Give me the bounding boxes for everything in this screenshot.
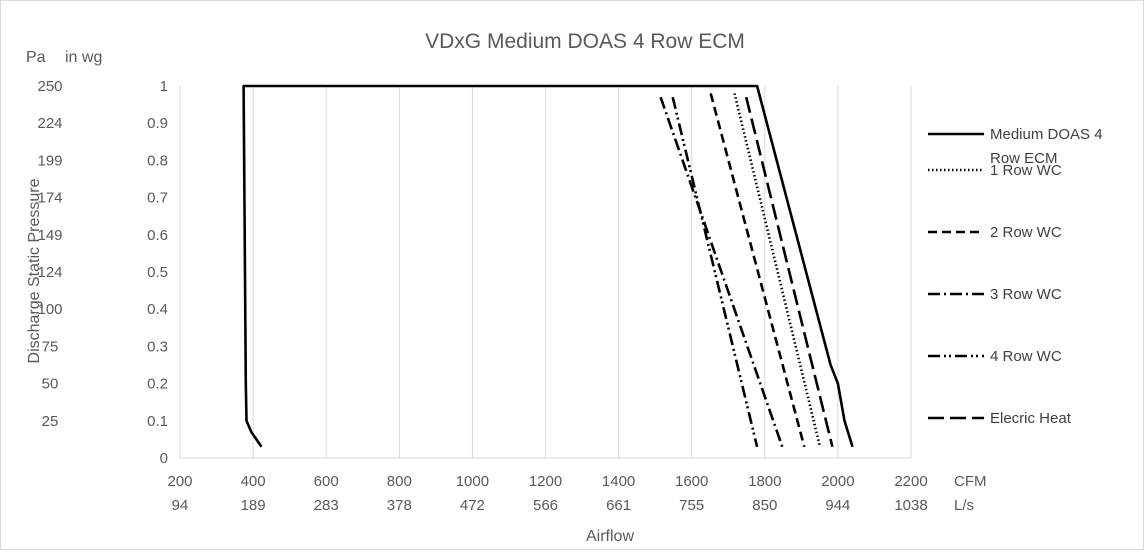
legend-label: 1 Row WC	[990, 162, 1062, 179]
y-tick-label-secondary: 224	[37, 115, 62, 132]
x-tick-label-secondary: 661	[606, 497, 631, 514]
y-tick-label: 0.3	[147, 338, 168, 355]
series-line	[671, 96, 759, 448]
y-tick-label: 0.9	[147, 115, 168, 132]
y-tick-label: 0.6	[147, 227, 168, 244]
x-tick-label: 1600	[675, 473, 708, 490]
x-tick-label-secondary: 850	[752, 497, 777, 514]
y-tick-label-secondary: 50	[42, 376, 59, 393]
y-tick-label-secondary: 124	[37, 264, 62, 281]
legend-label: 4 Row WC	[990, 348, 1062, 365]
x-tick-label-secondary: 566	[533, 497, 558, 514]
x-tick-label: 1200	[529, 473, 562, 490]
y-tick-label: 0.2	[147, 376, 168, 393]
legend-label: 3 Row WC	[990, 286, 1062, 303]
x-tick-label-secondary: 944	[825, 497, 850, 514]
y-tick-label-secondary: 149	[37, 227, 62, 244]
y-tick-label-secondary: 199	[37, 152, 62, 169]
x-axis-title: Airflow	[586, 528, 634, 545]
x-tick-label: 400	[241, 473, 266, 490]
y-tick-label-secondary: 75	[42, 338, 59, 355]
x-tick-label-secondary: 283	[314, 497, 339, 514]
chart-title: VDxG Medium DOAS 4 Row ECM	[425, 30, 745, 53]
y-tick-label: 0.7	[147, 190, 168, 207]
x-unit-secondary: L/s	[954, 497, 974, 514]
series-line	[659, 96, 784, 448]
x-tick-label: 2000	[821, 473, 854, 490]
series-line	[733, 93, 822, 448]
y-tick-label: 1	[160, 78, 168, 95]
series-line	[709, 93, 806, 448]
x-tick-label: 1000	[456, 473, 489, 490]
x-tick-label-secondary: 755	[679, 497, 704, 514]
legend-label: Medium DOAS 4 Row ECM	[990, 126, 1103, 167]
grid-lines	[179, 86, 912, 458]
series-line	[242, 84, 854, 448]
x-tick-label-secondary: 94	[172, 497, 189, 514]
series-line	[744, 96, 834, 448]
axes: 2009440018960028380037810004721200566140…	[37, 78, 927, 514]
x-tick-label: 2200	[894, 473, 927, 490]
y-tick-label-secondary: 250	[37, 78, 62, 95]
x-tick-label: 200	[167, 473, 192, 490]
x-tick-label-secondary: 472	[460, 497, 485, 514]
y-tick-label: 0.4	[147, 301, 168, 318]
x-tick-label-secondary: 189	[241, 497, 266, 514]
y-tick-label-secondary: 25	[42, 413, 59, 430]
y-tick-label-secondary: 100	[37, 301, 62, 318]
y-tick-label: 0.5	[147, 264, 168, 281]
x-unit-primary: CFM	[954, 473, 987, 490]
x-tick-label: 800	[387, 473, 412, 490]
y-tick-label: 0.8	[147, 152, 168, 169]
x-tick-label: 600	[314, 473, 339, 490]
legend-label: 2 Row WC	[990, 224, 1062, 241]
x-tick-label-secondary: 1038	[894, 497, 927, 514]
x-tick-label: 1400	[602, 473, 635, 490]
y-unit-secondary: Pa	[26, 49, 46, 66]
y-tick-label: 0.1	[147, 413, 168, 430]
x-tick-label: 1800	[748, 473, 781, 490]
y-axis-title: Discharge Static Pressure	[26, 178, 43, 363]
series-lines	[242, 84, 854, 448]
x-tick-label-secondary: 378	[387, 497, 412, 514]
y-unit-primary: in wg	[65, 49, 102, 66]
y-tick-label-secondary: 174	[37, 190, 62, 207]
y-tick-label: 0	[160, 450, 168, 467]
legend-label: Elecric Heat	[990, 410, 1072, 427]
